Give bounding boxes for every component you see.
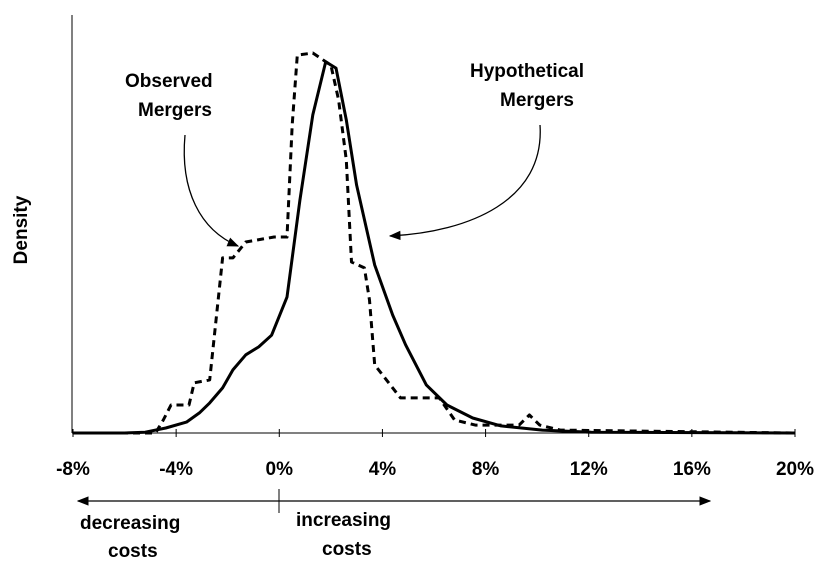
series-line: [73, 51, 796, 435]
x-tick-label: 16%: [673, 459, 711, 480]
annotation: decreasing: [80, 513, 180, 534]
annotation: Mergers: [500, 90, 574, 111]
x-tick-label: 8%: [472, 459, 500, 480]
x-tick-label: -8%: [56, 459, 90, 480]
annotation: Mergers: [138, 100, 212, 121]
series-line: [73, 60, 796, 435]
annotation: Observed: [125, 71, 213, 92]
x-tick-label: 12%: [570, 459, 608, 480]
annotation-arrow: [388, 124, 541, 241]
annotation: Hypothetical: [470, 61, 584, 82]
annotation: costs: [322, 539, 372, 560]
annotation: increasing: [296, 510, 391, 531]
x-tick-label: 0%: [266, 459, 294, 480]
x-tick-label: 4%: [369, 459, 397, 480]
annotation: costs: [108, 541, 158, 562]
x-tick-label: 20%: [776, 459, 814, 480]
x-tick-label: -4%: [159, 459, 193, 480]
y-axis-label: Density: [11, 195, 32, 264]
annotation-arrow: [183, 134, 240, 247]
